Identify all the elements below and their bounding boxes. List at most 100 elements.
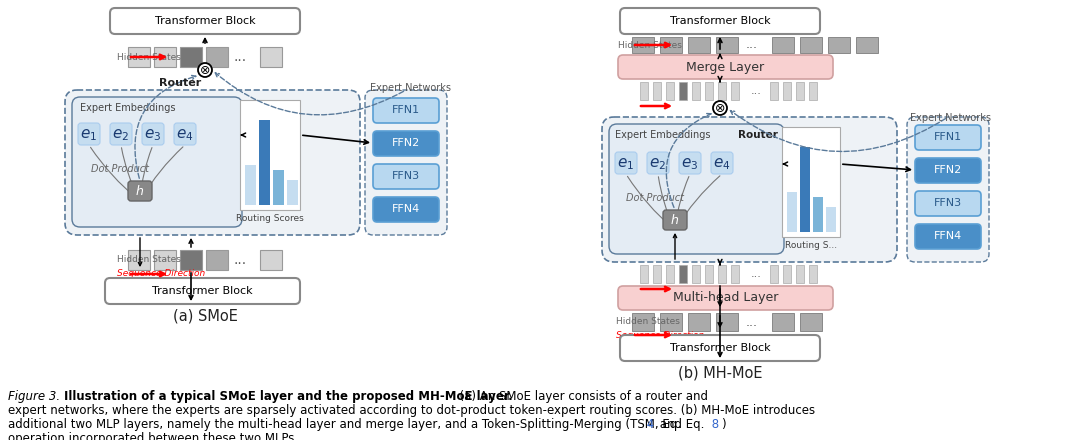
Bar	[260, 47, 282, 67]
Bar	[770, 82, 778, 100]
Text: 8: 8	[708, 418, 719, 431]
Text: Hidden States: Hidden States	[117, 52, 180, 62]
FancyBboxPatch shape	[141, 123, 164, 145]
FancyBboxPatch shape	[373, 98, 438, 123]
Text: Expert Networks: Expert Networks	[370, 83, 451, 93]
Bar	[796, 82, 804, 100]
Bar	[660, 37, 681, 53]
Text: FFN4: FFN4	[392, 204, 420, 214]
Bar	[679, 82, 687, 100]
Bar	[716, 313, 738, 331]
Text: additional two MLP layers, namely the multi-head layer and merge layer, and a To: additional two MLP layers, namely the mu…	[8, 418, 681, 431]
Circle shape	[713, 101, 727, 115]
Text: Merge Layer: Merge Layer	[687, 60, 765, 73]
FancyBboxPatch shape	[129, 181, 152, 201]
Bar	[240, 100, 300, 210]
Text: FFN3: FFN3	[934, 198, 962, 208]
FancyBboxPatch shape	[620, 335, 820, 361]
Bar	[782, 127, 840, 237]
Text: operation incorporated between these two MLPs.: operation incorporated between these two…	[8, 432, 298, 440]
Bar	[129, 250, 150, 270]
Bar	[206, 47, 228, 67]
Bar	[688, 313, 710, 331]
Text: $e_1$: $e_1$	[618, 156, 635, 172]
Bar	[716, 37, 738, 53]
FancyBboxPatch shape	[110, 8, 300, 34]
Text: Transformer Block: Transformer Block	[152, 286, 253, 296]
FancyBboxPatch shape	[618, 286, 833, 310]
FancyBboxPatch shape	[110, 123, 132, 145]
Bar	[718, 265, 726, 283]
FancyBboxPatch shape	[105, 278, 300, 304]
Text: $e_2$: $e_2$	[112, 127, 130, 143]
Bar	[826, 207, 836, 232]
FancyBboxPatch shape	[915, 158, 981, 183]
Bar	[772, 37, 794, 53]
FancyBboxPatch shape	[907, 117, 989, 262]
Bar	[260, 250, 282, 270]
Text: Router: Router	[159, 78, 201, 88]
Text: Sequence Direction: Sequence Direction	[616, 330, 704, 340]
Bar	[660, 313, 681, 331]
FancyBboxPatch shape	[373, 131, 438, 156]
Text: $e_3$: $e_3$	[145, 127, 162, 143]
Bar	[154, 250, 176, 270]
FancyBboxPatch shape	[174, 123, 195, 145]
FancyBboxPatch shape	[915, 224, 981, 249]
Text: Illustration of a typical SMoE layer and the proposed MH-MoE layer.: Illustration of a typical SMoE layer and…	[64, 390, 513, 403]
Bar	[653, 265, 661, 283]
Text: Hidden States: Hidden States	[616, 318, 680, 326]
Bar	[783, 265, 791, 283]
Text: Expert Embeddings: Expert Embeddings	[615, 130, 711, 140]
Bar	[653, 82, 661, 100]
Bar	[809, 82, 816, 100]
Text: Transformer Block: Transformer Block	[154, 16, 255, 26]
Text: Hidden States: Hidden States	[618, 40, 681, 49]
Bar	[688, 37, 710, 53]
FancyBboxPatch shape	[711, 152, 733, 174]
Bar	[640, 82, 648, 100]
Text: $h$: $h$	[671, 213, 679, 227]
Text: Router: Router	[738, 130, 778, 140]
Bar	[692, 265, 700, 283]
Bar	[679, 265, 687, 283]
Bar	[731, 265, 739, 283]
Text: Multi-head Layer: Multi-head Layer	[673, 291, 779, 304]
Bar	[796, 265, 804, 283]
Text: Routing Scores: Routing Scores	[237, 214, 303, 223]
Bar	[718, 82, 726, 100]
Bar	[813, 197, 823, 232]
Text: Figure 3.: Figure 3.	[8, 390, 60, 403]
Text: 4: 4	[643, 418, 654, 431]
Bar	[705, 82, 713, 100]
Bar	[705, 265, 713, 283]
Text: Sequence Direction: Sequence Direction	[117, 269, 205, 279]
Text: $\otimes$: $\otimes$	[714, 102, 726, 114]
Bar	[273, 170, 284, 205]
Bar	[640, 265, 648, 283]
Bar	[666, 82, 674, 100]
FancyBboxPatch shape	[373, 197, 438, 222]
Bar	[666, 265, 674, 283]
Text: and Eq.: and Eq.	[656, 418, 704, 431]
Bar	[287, 180, 298, 205]
Text: Hidden States: Hidden States	[117, 256, 180, 264]
FancyBboxPatch shape	[663, 210, 687, 230]
Bar	[828, 37, 850, 53]
Bar	[692, 82, 700, 100]
Bar	[154, 47, 176, 67]
Text: (a) An SMoE layer consists of a router and: (a) An SMoE layer consists of a router a…	[453, 390, 708, 403]
FancyBboxPatch shape	[647, 152, 669, 174]
Text: $e_1$: $e_1$	[80, 127, 97, 143]
Text: (a) SMoE: (a) SMoE	[173, 308, 238, 323]
Text: ...: ...	[233, 253, 246, 267]
Text: ...: ...	[233, 50, 246, 64]
Bar	[800, 37, 822, 53]
Bar	[770, 265, 778, 283]
Bar	[856, 37, 878, 53]
FancyBboxPatch shape	[65, 90, 360, 235]
Text: Expert Networks: Expert Networks	[910, 113, 991, 123]
Text: $e_4$: $e_4$	[176, 127, 193, 143]
Text: Expert Embeddings: Expert Embeddings	[80, 103, 175, 113]
Text: $e_4$: $e_4$	[713, 156, 731, 172]
